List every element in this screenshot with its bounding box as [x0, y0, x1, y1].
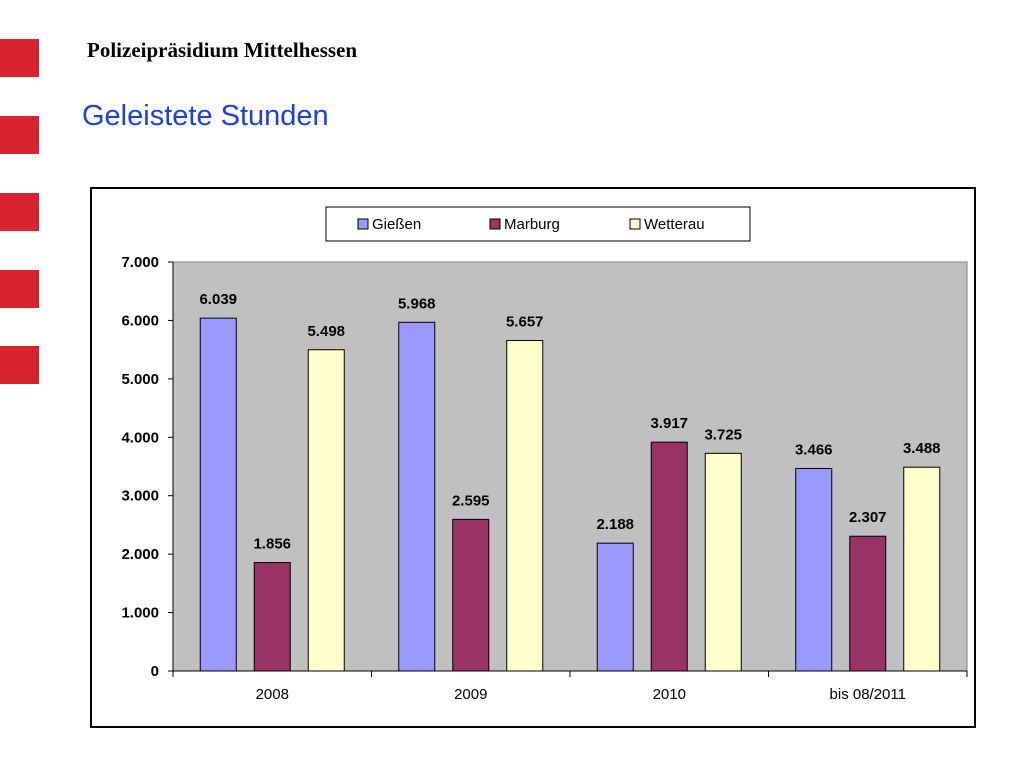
bar-gieen-3 — [795, 467, 833, 672]
data-label: 3.488 — [903, 440, 941, 457]
decor-square-3 — [0, 193, 39, 231]
bar-wetterau-1 — [506, 339, 544, 672]
y-tick-label: 4.000 — [121, 429, 159, 446]
decor-square-2 — [0, 116, 39, 154]
data-label: 3.917 — [650, 415, 688, 432]
data-label: 5.657 — [506, 313, 544, 330]
legend-label: Marburg — [504, 216, 560, 233]
chart-frame: 0 1.000 2.000 3.000 4.000 5.000 6.000 7.000 6.03… — [90, 187, 976, 728]
y-tick-label: 0 — [151, 663, 159, 680]
bar-marburg-0 — [253, 562, 291, 672]
data-label: 2.307 — [849, 509, 887, 526]
y-tick-label: 5.000 — [121, 371, 159, 388]
bar-wetterau-0 — [307, 349, 345, 672]
bar-marburg-3 — [849, 535, 887, 672]
bar-gieen-1 — [398, 321, 436, 672]
x-tick-label: 2010 — [653, 686, 686, 703]
organization-title: Polizeipräsidium Mittelhessen — [87, 38, 358, 62]
data-label: 5.968 — [398, 295, 436, 312]
legend-swatch — [629, 218, 641, 230]
bar-wetterau-3 — [903, 466, 941, 672]
legend-label: Wetterau — [644, 216, 705, 233]
decor-square-5 — [0, 346, 39, 384]
data-label: 2.188 — [596, 516, 634, 533]
legend-box — [325, 206, 751, 242]
legend-swatch — [357, 218, 369, 230]
x-tick-label: 2008 — [256, 686, 289, 703]
page-title: Geleistete Stunden — [82, 100, 329, 132]
bar-marburg-2 — [650, 441, 688, 672]
bar-gieen-0 — [199, 317, 237, 672]
legend-label: Gießen — [372, 216, 421, 233]
bar-chart: 0 1.000 2.000 3.000 4.000 5.000 6.000 7.000 6.03… — [121, 206, 968, 703]
y-tick-label: 1.000 — [121, 605, 159, 622]
y-tick-label: 6.000 — [121, 312, 159, 329]
y-tick-label: 3.000 — [121, 488, 159, 505]
data-label: 3.466 — [795, 441, 833, 458]
bar-marburg-1 — [452, 518, 490, 672]
y-tick-label: 2.000 — [121, 546, 159, 563]
data-label: 3.725 — [704, 426, 742, 443]
data-label: 2.595 — [452, 492, 490, 509]
plot-area — [172, 261, 968, 672]
decor-square-1 — [0, 39, 39, 77]
data-label: 1.856 — [253, 536, 291, 553]
data-label: 6.039 — [199, 291, 237, 308]
bar-wetterau-2 — [704, 452, 742, 672]
y-tick-label: 7.000 — [121, 254, 159, 271]
legend-swatch — [489, 218, 501, 230]
bar-gieen-2 — [596, 542, 634, 672]
decor-square-4 — [0, 270, 39, 308]
x-tick-label: 2009 — [454, 686, 487, 703]
data-label: 5.498 — [307, 323, 345, 340]
x-tick-label: bis 08/2011 — [830, 686, 906, 703]
